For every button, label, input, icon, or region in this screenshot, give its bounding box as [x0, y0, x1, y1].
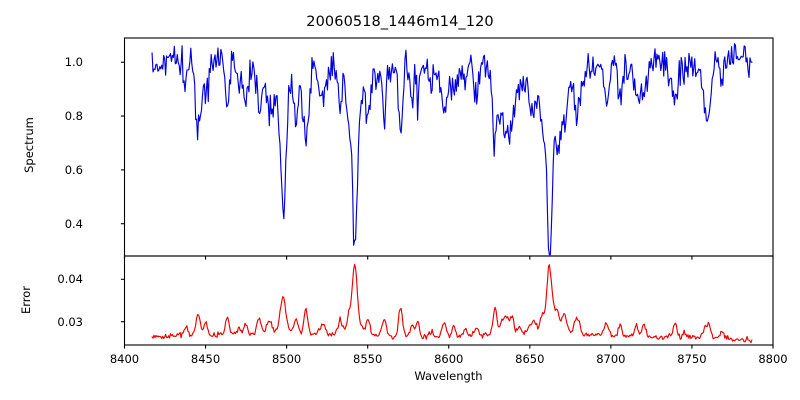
- x-axis-tick-label: 8400: [109, 352, 140, 366]
- spectrum-series-line: [151, 43, 753, 256]
- x-axis-label: Wavelength: [414, 369, 483, 383]
- figure-title: 20060518_1446m14_120: [306, 14, 494, 30]
- spectrum-ytick-label: 0.6: [64, 162, 83, 177]
- spectrum-ytick-label: 0.4: [64, 216, 83, 231]
- x-axis-tick-label: 8750: [677, 352, 707, 366]
- error-ytick-label: 0.04: [57, 272, 83, 287]
- spectrum-ytick-label: 1.0: [64, 55, 83, 70]
- error-panel: [120, 255, 774, 349]
- x-axis-tick-label: 8600: [434, 352, 464, 366]
- error-y-axis-label: Error: [19, 285, 33, 315]
- x-axis-tick-label: 8800: [758, 352, 788, 366]
- x-axis-tick-label: 8700: [596, 352, 626, 366]
- spectrum-panel: [120, 37, 774, 260]
- x-axis-tick-label: 8450: [190, 352, 221, 366]
- error-tick-marks: [120, 278, 774, 349]
- x-axis-tick-label: 8500: [271, 352, 302, 366]
- error-axes-frame: [123, 255, 774, 346]
- spectrum-axes-frame: [123, 37, 774, 257]
- x-axis-tick-label: 8650: [515, 352, 545, 366]
- spectrum-ytick-label: 0.8: [64, 109, 83, 124]
- spectrum-tick-marks: [120, 61, 774, 260]
- spectrum-y-axis-label: Spectrum: [22, 117, 36, 173]
- error-series-line: [151, 263, 753, 344]
- x-axis-tick-label: 8550: [353, 352, 383, 366]
- error-ytick-label: 0.03: [57, 314, 83, 329]
